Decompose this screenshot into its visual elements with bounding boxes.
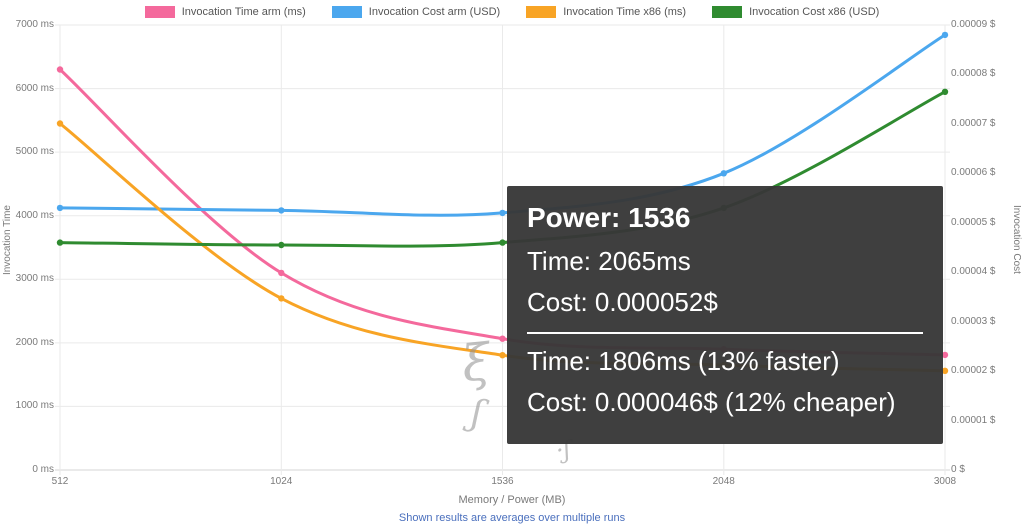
data-point[interactable] [499,209,506,217]
tooltip-x86-cost: Cost: 0.000046$ (12% cheaper) [527,387,896,417]
legend-item-invocation-cost-arm-usd[interactable]: Invocation Cost arm (USD) [331,6,501,18]
tooltip-arm-cost: Cost: 0.000052$ [527,287,718,317]
tooltip-divider [527,332,923,334]
y-axis-tick-right: 0.00007 $ [951,117,996,129]
x-axis-tick: 3008 [933,476,957,487]
data-point[interactable] [278,295,285,302]
data-point[interactable] [499,335,506,342]
y-axis-tick-right: 0.00009 $ [951,19,996,30]
legend: Invocation Time arm (ms) Invocation Cost … [0,6,1024,18]
legend-item-invocation-time-arm-ms[interactable]: Invocation Time arm (ms) [144,6,306,18]
data-point[interactable] [56,204,64,212]
data-point[interactable] [278,269,285,277]
y-axis-tick-left: 0 ms [32,464,54,475]
y-axis-tick-left: 4000 ms [15,209,54,221]
y-axis-tick-right: 0.00008 $ [951,68,996,80]
legend-label: Invocation Time x86 (ms) [563,6,687,18]
y-axis-tick-right: 0.00002 $ [951,365,996,377]
x-axis-tick: 2048 [712,476,735,487]
footnote: Shown results are averages over multiple… [398,512,626,524]
data-point[interactable] [56,239,64,246]
legend-item-invocation-time-x86-ms[interactable]: Invocation Time x86 (ms) [526,6,686,18]
x-axis-tick: 512 [51,476,69,487]
data-point[interactable] [941,31,949,39]
y-axis-tick-left: 7000 ms [15,19,54,30]
x-axis-tick: 1024 [270,476,293,487]
legend-swatch [331,6,362,18]
y-axis-tick-right: 0.00003 $ [951,315,996,327]
legend-label: Invocation Cost x86 (USD) [749,6,880,18]
data-point[interactable] [499,352,506,359]
legend-label: Invocation Cost arm (USD) [368,6,501,18]
y-axis-tick-right: 0.00006 $ [951,167,996,179]
legend-swatch [712,6,743,18]
data-point[interactable] [56,120,64,127]
y-axis-tick-left: 1000 ms [15,400,54,412]
data-point[interactable] [499,239,506,246]
y-axis-tick-left: 2000 ms [15,336,54,348]
legend-swatch [526,6,557,18]
x-axis-tick: 1536 [491,476,514,487]
y-axis-tick-left: 3000 ms [15,273,54,285]
data-point[interactable] [56,66,64,73]
y-axis-tick-left: 6000 ms [15,82,54,94]
tooltip-title: Power: 1536 [527,202,691,233]
y-axis-tick-right: 0.00001 $ [951,414,996,426]
annotation-mark: ξ [459,332,493,394]
y-axis-tick-right: 0.00005 $ [951,216,996,228]
legend-swatch [144,6,175,18]
data-point[interactable] [278,241,285,249]
y-axis-tick-right: 0 $ [951,464,965,475]
x-axis-title: Memory / Power (MB) [458,494,566,506]
tooltip: Power: 1536 Time: 2065ms Cost: 0.000052$… [507,186,943,444]
right-axis-title: Invocation Cost [1011,205,1022,274]
data-point[interactable] [941,367,949,374]
data-point[interactable] [278,207,285,214]
data-point[interactable] [941,351,949,359]
legend-item-invocation-cost-x86-usd[interactable]: Invocation Cost x86 (USD) [712,6,879,18]
tooltip-x86-time: Time: 1806ms (13% faster) [527,346,840,376]
data-point[interactable] [720,170,727,177]
y-axis-tick-left: 5000 ms [15,146,54,158]
data-point[interactable] [941,88,949,96]
y-axis-tick-right: 0.00004 $ [951,266,996,278]
legend-label: Invocation Time arm (ms) [181,6,306,18]
tooltip-arm-time: Time: 2065ms [527,246,691,276]
